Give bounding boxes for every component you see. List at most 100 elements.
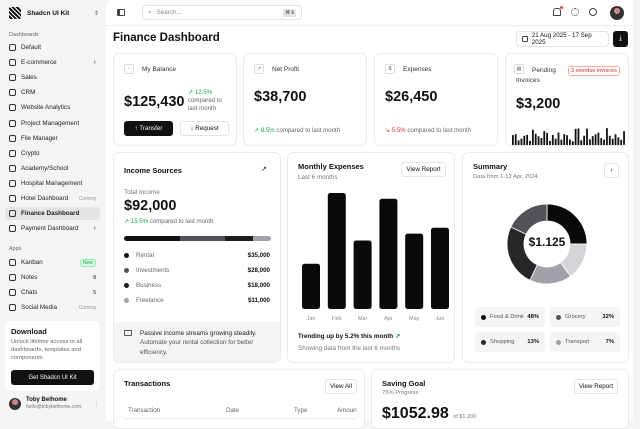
get-kit-button[interactable]: Get Shadcn UI Kit bbox=[11, 370, 94, 385]
nav-label: Hospital Management bbox=[21, 179, 83, 187]
download-title: Download bbox=[11, 327, 47, 336]
spark-bar bbox=[606, 128, 608, 145]
spark-bar bbox=[620, 139, 623, 145]
saving-target: of $1,200 bbox=[453, 414, 477, 420]
trend-icon: ↗ bbox=[254, 64, 264, 74]
category-pct: 32% bbox=[602, 314, 614, 320]
gear-icon[interactable] bbox=[589, 8, 597, 16]
date-range-picker[interactable]: 21 Aug 2025 - 17 Sep 2025 bbox=[516, 31, 609, 47]
sidebar-item-finance-dashboard[interactable]: Finance Dashboard bbox=[5, 207, 100, 221]
bell-icon[interactable] bbox=[553, 8, 561, 16]
sidebar-toggle-icon[interactable] bbox=[117, 9, 125, 16]
nav-icon bbox=[9, 164, 16, 172]
dashboards-heading: Dashboards bbox=[9, 32, 39, 38]
legend-dot bbox=[556, 314, 561, 320]
donut-slice[interactable] bbox=[510, 203, 548, 235]
wallet-icon: ▫ bbox=[124, 64, 134, 74]
sidebar-item-file-manager[interactable]: File Manager bbox=[5, 132, 100, 145]
spark-bar bbox=[514, 134, 517, 145]
bar-feb[interactable] bbox=[327, 193, 346, 309]
sidebar-item-hospital-management[interactable]: Hospital Management bbox=[5, 177, 100, 190]
transfer-button[interactable]: ↑ Transfer bbox=[124, 121, 173, 136]
x-tick-label: Apr bbox=[384, 316, 393, 322]
page-scrollbar[interactable] bbox=[633, 0, 640, 421]
nav-icon bbox=[9, 59, 16, 67]
sidebar-item-website-analytics[interactable]: Website Analytics bbox=[5, 101, 100, 114]
search-placeholder: Search... bbox=[156, 9, 182, 16]
monthly-expenses-card: Monthly Expenses Last 6 months View Repo… bbox=[287, 152, 455, 363]
user-menu[interactable]: Toby Belhome hello@tobybelhome.com ⋮ bbox=[9, 397, 99, 410]
next-button[interactable]: › bbox=[604, 163, 619, 178]
spark-bar bbox=[549, 140, 551, 145]
bar-jun[interactable] bbox=[431, 227, 449, 309]
app-icon bbox=[9, 274, 16, 282]
chevron-right-icon: › bbox=[93, 225, 96, 233]
sidebar-item-crypto[interactable]: Crypto bbox=[5, 147, 100, 160]
sidebar-item-payment-dashboard[interactable]: Payment Dashboard › bbox=[5, 222, 100, 235]
sidebar-item-project-management[interactable]: Project Management bbox=[5, 117, 100, 130]
bar-mar[interactable] bbox=[353, 240, 372, 309]
sidebar-app-social-media[interactable]: Social Media Coming bbox=[5, 301, 100, 314]
col-transaction[interactable]: Transaction bbox=[128, 407, 161, 414]
bar-apr[interactable] bbox=[379, 198, 398, 309]
user-avatar[interactable] bbox=[610, 6, 624, 20]
spark-bar bbox=[600, 138, 603, 145]
view-report-button[interactable]: View Report bbox=[401, 162, 446, 177]
spark-bar bbox=[517, 140, 520, 145]
spark-bar bbox=[608, 135, 611, 145]
sidebar-item-academy-school[interactable]: Academy/School bbox=[5, 162, 100, 175]
sun-icon[interactable] bbox=[571, 8, 579, 16]
saving-view-report-button[interactable]: View Report bbox=[574, 379, 618, 394]
search-input[interactable]: ⌕ Search... ⌘ k bbox=[142, 5, 302, 20]
legend-dot bbox=[124, 298, 129, 303]
sidebar-app-kanban[interactable]: Kanban New bbox=[5, 256, 100, 269]
profit-change: 8.5% bbox=[260, 127, 275, 134]
source-name: Investments bbox=[136, 267, 170, 274]
income-segment bbox=[179, 236, 225, 241]
request-button[interactable]: ↓ Request bbox=[180, 121, 229, 136]
brand-switcher[interactable]: Shadcn UI Kit ⇕ bbox=[9, 6, 99, 20]
spark-bar bbox=[531, 129, 534, 145]
sidebar-item-crm[interactable]: CRM bbox=[5, 86, 100, 99]
view-all-button[interactable]: View All bbox=[325, 379, 357, 394]
nav-icon bbox=[9, 74, 16, 82]
logo-icon bbox=[9, 7, 21, 19]
income-legend-item: Business $18,000 bbox=[124, 282, 270, 289]
sidebar-item-hotel-dashboard[interactable]: Hotel Dashboard Coming bbox=[5, 192, 100, 205]
col-amount[interactable]: Amoun bbox=[337, 407, 357, 414]
balance-change-text: compared to last month bbox=[188, 97, 222, 113]
nav-icon bbox=[9, 149, 16, 157]
income-note: Passive income streams growing steadily.… bbox=[114, 322, 280, 362]
income-segment bbox=[253, 236, 271, 241]
download-button[interactable]: ⤓ bbox=[613, 31, 628, 47]
category-pct: 48% bbox=[527, 314, 539, 320]
profit-change-text: compared to last month bbox=[276, 127, 341, 134]
sidebar-item-default[interactable]: Default bbox=[5, 41, 100, 54]
summary-donut-chart bbox=[506, 203, 588, 285]
sidebar-app-chats[interactable]: Chats 5 bbox=[5, 286, 100, 299]
sidebar-item-sales[interactable]: Sales bbox=[5, 71, 100, 84]
app-label: Notes bbox=[21, 274, 38, 282]
spark-bar bbox=[591, 136, 594, 145]
nav-icon bbox=[9, 179, 16, 187]
income-segment bbox=[124, 236, 180, 241]
source-value: $11,000 bbox=[247, 297, 270, 304]
trend-up-icon: ↗ bbox=[188, 89, 195, 96]
nav-badge: Coming bbox=[78, 195, 96, 202]
pending-label: Pending Invoices bbox=[516, 67, 556, 84]
avatar bbox=[9, 397, 21, 410]
date-range-text: 21 Aug 2025 - 17 Sep 2025 bbox=[531, 32, 592, 46]
expand-arrow-icon[interactable]: ↗ bbox=[261, 166, 267, 173]
spark-bar bbox=[583, 135, 586, 145]
app-icon bbox=[9, 304, 16, 312]
col-type[interactable]: Type bbox=[294, 407, 308, 414]
col-date[interactable]: Date bbox=[226, 407, 240, 414]
bar-may[interactable] bbox=[405, 233, 424, 309]
invoice-sparkline bbox=[512, 128, 625, 145]
legend-dot bbox=[556, 339, 561, 345]
spark-bar bbox=[603, 139, 605, 145]
more-vertical-icon[interactable]: ⋮ bbox=[94, 400, 99, 407]
sidebar-app-notes[interactable]: Notes 8 bbox=[5, 271, 100, 284]
bar-jan[interactable] bbox=[302, 263, 320, 309]
sidebar-item-e-commerce[interactable]: E-commerce › bbox=[5, 56, 100, 69]
